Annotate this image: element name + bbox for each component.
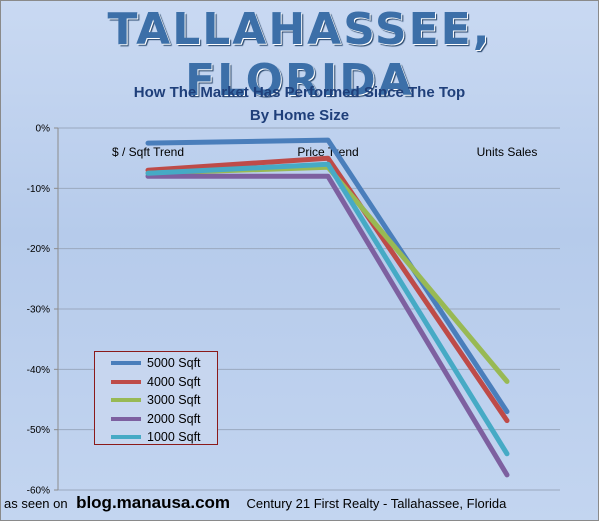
legend-label: 3000 Sqft: [147, 393, 201, 407]
y-tick-label: -50%: [27, 425, 50, 436]
series-lines: [145, 137, 510, 478]
y-tick-label: -60%: [27, 486, 50, 497]
legend-label: 5000 Sqft: [147, 356, 201, 370]
legend-item: 1000 Sqft: [95, 428, 217, 447]
y-tick-label: -40%: [27, 365, 50, 376]
series-line-3000-sqft: [145, 164, 510, 384]
series-line-5000-sqft: [145, 137, 510, 415]
y-axis: 0% -10% -20% -30% -40% -50% -60%: [27, 124, 59, 497]
legend-swatch: [111, 361, 141, 365]
legend: 5000 Sqft 4000 Sqft 3000 Sqft 2000 Sqft 1000…: [94, 351, 218, 445]
y-tick-label: -10%: [27, 184, 50, 195]
series-line-2000-sqft: [145, 173, 510, 478]
legend-swatch: [111, 398, 141, 402]
category-label: Units Sales: [477, 145, 538, 159]
chart-subtitle: By Home Size: [249, 107, 350, 124]
legend-item: 4000 Sqft: [95, 373, 217, 392]
category-label: Price Trend: [297, 145, 358, 159]
footer-prefix: as seen on: [4, 496, 68, 511]
banner-title: TALLAHASSEE, FLORIDA: [107, 4, 492, 106]
footer: as seen on blog.manausa.com Century 21 F…: [4, 493, 596, 513]
y-tick-label: 0%: [36, 124, 51, 135]
category-label: $ / Sqft Trend: [112, 145, 184, 159]
footer-site-link[interactable]: blog.manausa.com: [76, 493, 231, 512]
series-line-1000-sqft: [145, 161, 510, 457]
legend-item: 3000 Sqft: [95, 391, 217, 410]
footer-credit: Century 21 First Realty - Tallahassee, F…: [246, 496, 507, 511]
chart-title: How The Market Has Performed Since The T…: [133, 84, 466, 101]
legend-label: 2000 Sqft: [147, 411, 201, 426]
legend-item: 2000 Sqft: [95, 410, 217, 429]
series-line-4000-sqft: [145, 155, 510, 424]
legend-item: 5000 Sqft: [95, 354, 217, 373]
legend-swatch: [111, 435, 141, 439]
y-tick-label: -30%: [27, 305, 50, 316]
y-tick-label: -20%: [27, 244, 50, 255]
legend-swatch: [111, 416, 141, 421]
legend-label: 4000 Sqft: [147, 374, 201, 389]
grid-lines: [58, 127, 560, 491]
category-labels: $ / Sqft Trend Price Trend Units Sales: [112, 145, 537, 159]
legend-swatch: [111, 379, 141, 384]
legend-label: 1000 Sqft: [147, 430, 201, 444]
